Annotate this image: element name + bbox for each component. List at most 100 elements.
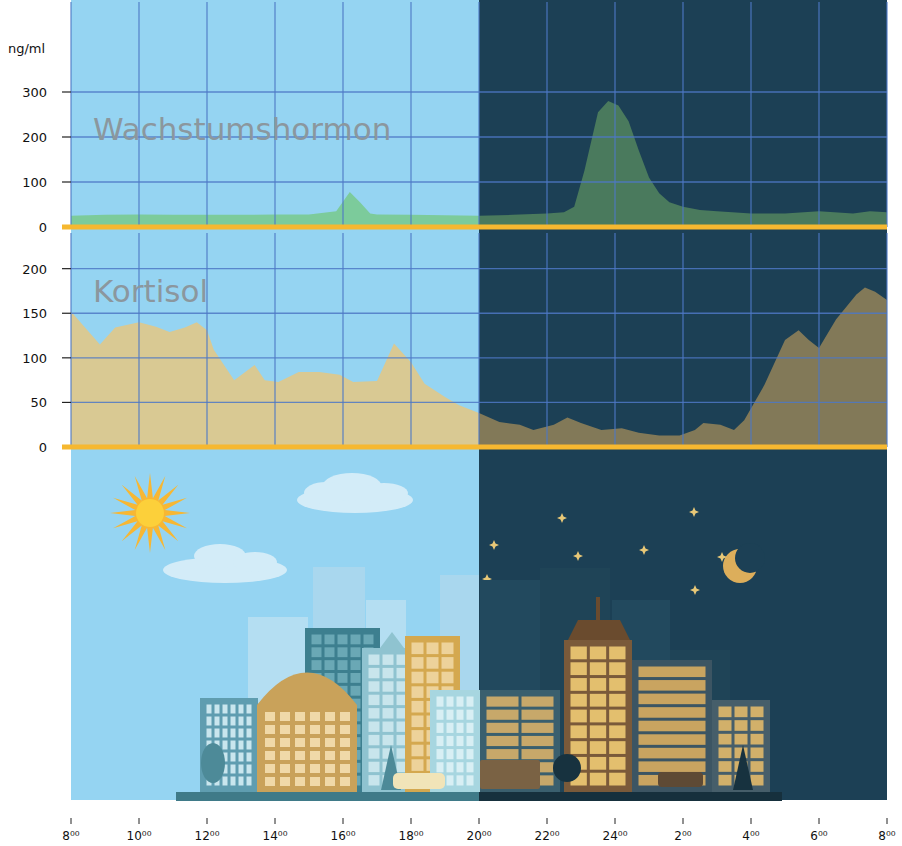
window	[239, 765, 244, 774]
window	[369, 775, 380, 785]
grid-line-x	[70, 233, 71, 447]
window	[369, 668, 380, 678]
window	[295, 738, 305, 747]
window	[590, 662, 606, 675]
window	[310, 777, 320, 786]
window	[437, 723, 444, 733]
tick-mark	[62, 136, 71, 137]
building	[200, 698, 258, 792]
window	[412, 759, 424, 771]
chart: 0100200300Wachstumshormonng/ml0501001502…	[0, 0, 902, 846]
x-tick-label: 12⁰⁰	[195, 829, 220, 843]
grid-line-x	[478, 2, 479, 227]
window	[467, 749, 474, 759]
window	[383, 668, 394, 678]
window	[442, 657, 454, 669]
antenna	[596, 597, 600, 621]
window	[735, 707, 748, 718]
window	[325, 635, 335, 645]
grid-line-x	[682, 2, 683, 227]
window	[215, 729, 220, 738]
window	[310, 712, 320, 721]
window	[265, 738, 275, 747]
ground-night	[479, 792, 782, 801]
window	[215, 705, 220, 714]
grid-line-x	[886, 233, 887, 447]
sun	[136, 499, 164, 527]
grid-line-x	[818, 2, 819, 227]
window	[639, 667, 706, 678]
window	[325, 777, 335, 786]
window	[340, 777, 350, 786]
grid-line-y	[71, 91, 887, 92]
window	[223, 777, 228, 786]
cloud	[360, 483, 408, 503]
window	[590, 710, 606, 723]
window	[351, 635, 361, 645]
window	[751, 734, 764, 745]
window	[383, 708, 394, 718]
grid-line-x	[274, 233, 275, 447]
window	[571, 710, 587, 723]
window	[310, 751, 320, 760]
window	[467, 697, 474, 707]
x-tick-mark	[887, 818, 888, 824]
grid-line-x	[546, 2, 547, 227]
window	[442, 672, 454, 684]
window	[325, 763, 335, 773]
car	[393, 773, 445, 789]
window	[325, 737, 335, 747]
window	[223, 717, 228, 726]
window	[522, 749, 554, 759]
window	[223, 705, 228, 714]
grid-line-x	[614, 233, 615, 447]
window	[590, 757, 606, 770]
tick-mark	[62, 268, 71, 269]
tick-mark	[62, 91, 71, 92]
truck	[480, 760, 540, 789]
window	[571, 647, 587, 660]
y-tick-label: 300	[22, 85, 47, 100]
window	[325, 738, 335, 747]
window	[312, 635, 322, 645]
x-tick-label: 18⁰⁰	[399, 829, 424, 843]
window	[437, 710, 444, 720]
window	[325, 712, 335, 721]
window	[207, 717, 212, 726]
x-tick-label: 24⁰⁰	[603, 829, 628, 843]
cloud	[304, 482, 348, 504]
window	[571, 741, 587, 754]
window	[447, 710, 454, 720]
window	[310, 725, 320, 734]
grid-line-y	[71, 402, 887, 403]
star	[690, 585, 700, 595]
window	[487, 749, 519, 759]
window	[231, 741, 236, 750]
window	[239, 777, 244, 786]
window	[639, 721, 706, 732]
window	[325, 776, 335, 786]
ground-day	[176, 792, 479, 801]
window	[412, 657, 424, 669]
window	[351, 647, 361, 657]
window	[247, 765, 252, 774]
city-scene	[110, 473, 782, 801]
x-tick-label: 2⁰⁰	[674, 829, 691, 843]
window	[369, 681, 380, 691]
window	[325, 724, 335, 734]
x-tick-mark	[819, 818, 820, 824]
window	[487, 710, 519, 720]
window	[437, 749, 444, 759]
window	[522, 710, 554, 720]
window	[265, 725, 275, 734]
window	[215, 717, 220, 726]
x-tick-label: 8⁰⁰	[62, 829, 79, 843]
window	[412, 701, 424, 713]
window	[325, 660, 335, 670]
window	[207, 705, 212, 714]
window	[231, 765, 236, 774]
panel-title: Kortisol	[93, 273, 208, 309]
window	[383, 722, 394, 732]
x-tick-mark	[411, 818, 412, 824]
grid-line-y	[71, 313, 887, 314]
